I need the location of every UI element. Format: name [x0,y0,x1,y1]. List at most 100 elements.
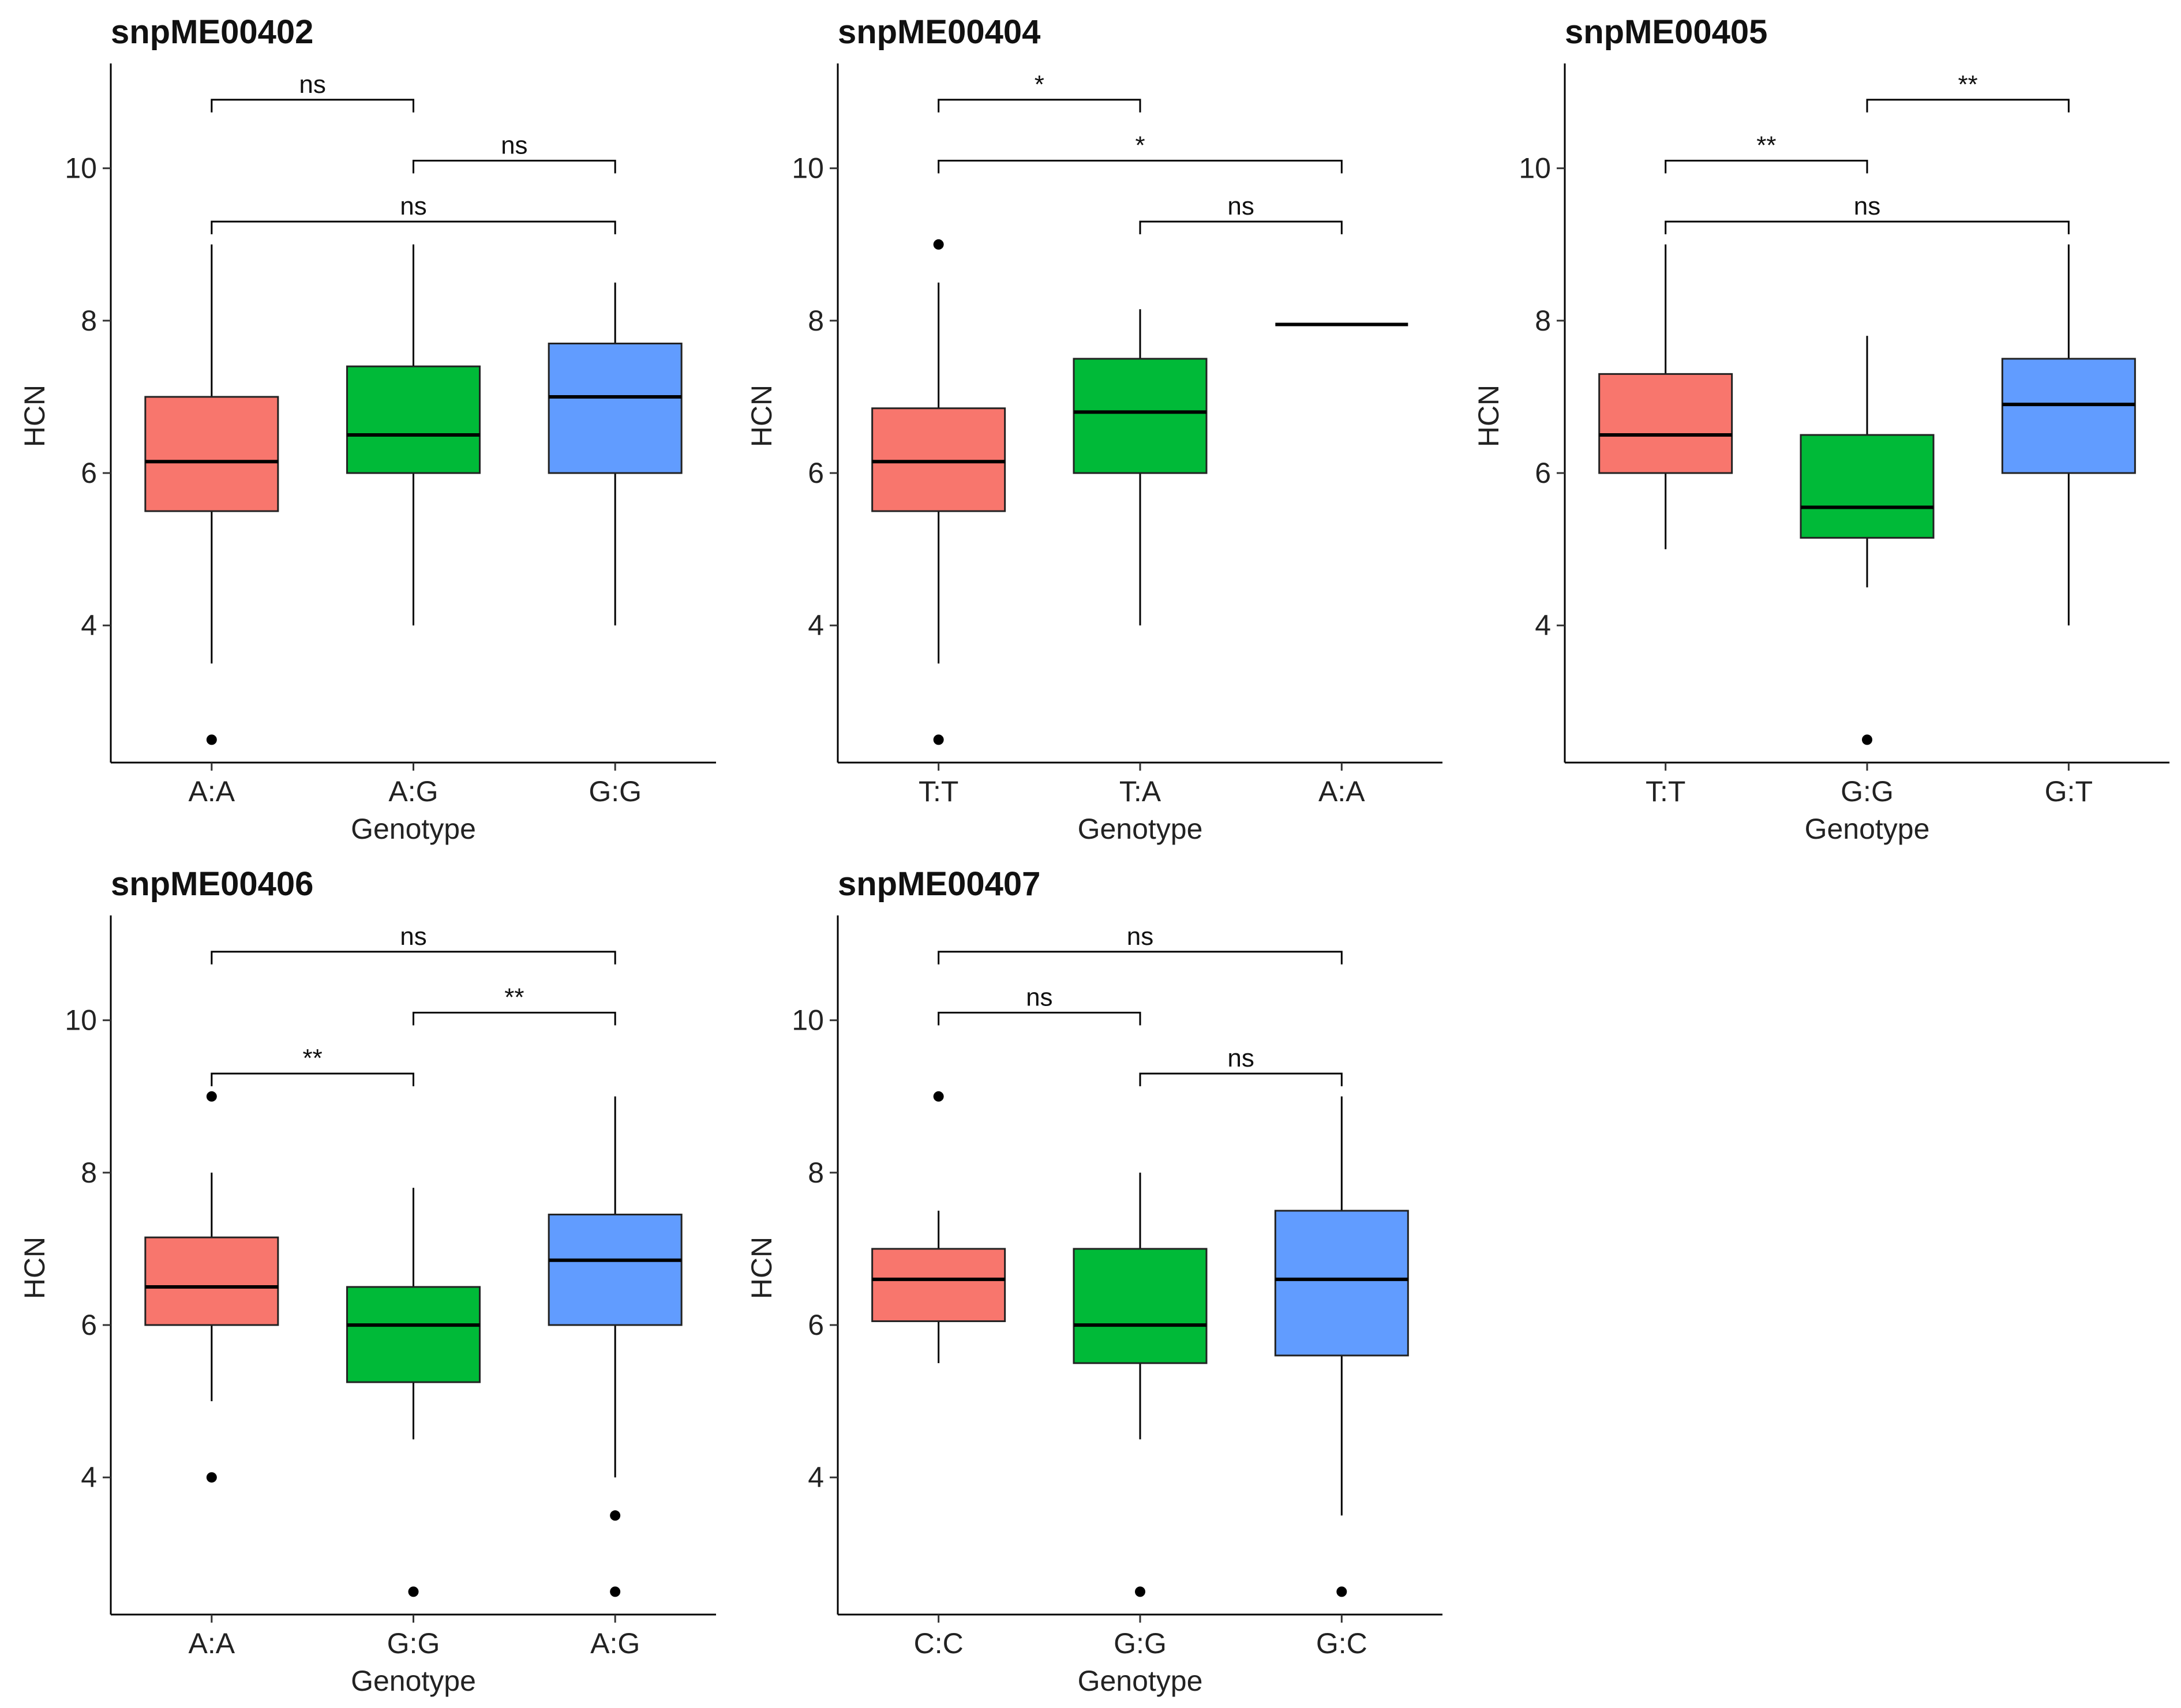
comparison-bracket: ** [1866,70,2070,112]
y-tick-label: 8 [1535,305,1551,337]
x-tick-label: C:C [914,1627,964,1660]
box-body [1598,373,1733,474]
bracket-line [211,1072,414,1087]
x-tick-label: T:A [1119,775,1161,808]
box-body [548,1214,683,1326]
comparison-bracket: ns [1139,1044,1343,1087]
y-tick-label: 8 [81,1157,97,1189]
y-tick-label: 4 [1535,609,1551,641]
y-axis-title: HCN [18,1237,51,1299]
y-axis-title: HCN [18,385,51,447]
panel-title: snpME00405 [1565,13,1767,51]
box-A:G [548,1096,683,1597]
y-tick-label: 6 [81,457,97,489]
y-tick-label: 8 [81,305,97,337]
outlier-point [933,734,944,745]
comparison-bracket: ** [1665,132,1868,174]
outlier-point [933,239,944,250]
y-tick-label: 8 [808,1157,824,1189]
panel-title: snpME00404 [838,13,1040,51]
box-body [144,1236,279,1326]
panel-3: snpME00405 4 6 8 10 HCN T:T G:G G:T Genotype ** ** n… [1472,13,2169,845]
outlier-point [610,1586,621,1597]
significance-label: ns [1227,192,1254,220]
x-axis-title: Genotype [1078,1665,1203,1697]
box-G:G [548,282,683,626]
y-tick-label: 6 [808,457,824,489]
y-tick-label: 10 [792,152,824,185]
y-tick-label: 6 [808,1309,824,1341]
x-tick-label: A:A [189,1627,235,1660]
significance-label: ns [400,922,426,951]
y-tick-label: 4 [808,1461,824,1493]
significance-label: ** [504,983,524,1012]
comparison-bracket: ns [938,983,1141,1026]
x-tick-label: A:A [189,775,235,808]
x-tick-label: G:G [387,1627,440,1660]
x-axis-title: Genotype [1805,813,1930,845]
box-G:G [1073,1172,1208,1597]
y-tick-label: 6 [81,1309,97,1341]
significance-label: ns [1854,192,1880,220]
box-body [1073,358,1208,474]
comparison-bracket: ns [938,922,1343,964]
x-tick-label: G:C [1316,1627,1367,1660]
comparison-bracket: ** [413,983,616,1026]
x-tick-label: A:G [590,1627,640,1660]
box-body [871,1248,1006,1322]
box-body [1800,434,1935,539]
significance-label: ns [1127,922,1153,951]
box-body [346,1286,481,1383]
y-tick-label: 10 [65,152,97,185]
outlier-point [1135,1586,1145,1597]
box-body [346,365,481,474]
significance-label: ** [303,1044,323,1072]
bracket-line [1139,220,1343,235]
bracket-line [938,951,1343,964]
box-A:G [346,244,481,626]
y-tick-label: 10 [1519,152,1551,185]
panel-2: snpME00404 4 6 8 10 HCN T:T T:A A:A Genotype * * ns [745,13,1442,845]
x-tick-label: A:G [388,775,438,808]
outlier-point [1336,1586,1347,1597]
y-axis-title: HCN [745,385,778,447]
comparison-bracket: * [938,132,1343,174]
bracket-line [1139,1072,1343,1087]
y-axis-title: HCN [1472,385,1505,447]
comparison-bracket: ns [211,70,414,112]
y-axis-title: HCN [745,1237,778,1299]
outlier-point [1862,734,1872,745]
box-body [871,407,1006,512]
y-tick-label: 8 [808,305,824,337]
box-body [1274,1210,1409,1357]
panel-5: snpME00407 4 6 8 10 HCN C:C G:G G:C Genotype ns ns n… [745,865,1442,1697]
x-axis-title: Genotype [1078,813,1203,845]
box-body [144,396,279,512]
comparison-bracket: ns [413,132,616,174]
x-tick-label: G:T [2045,775,2093,808]
panel-1: snpME00402 4 6 8 10 HCN A:A A:G G:G Genotype ns ns n… [18,13,716,845]
x-tick-label: T:T [919,775,958,808]
bracket-line [938,1012,1141,1026]
y-tick-label: 10 [65,1004,97,1037]
bracket-line [1665,220,2070,235]
significance-label: * [1135,132,1145,160]
bracket-line [211,951,616,964]
box-body [2001,358,2136,474]
outlier-point [206,1091,217,1102]
outlier-point [206,1472,217,1483]
bracket-line [211,220,616,235]
x-axis-title: Genotype [351,813,476,845]
significance-label: ns [1227,1044,1254,1072]
outlier-point [206,734,217,745]
x-tick-label: G:G [589,775,642,808]
comparison-bracket: ns [1139,192,1343,235]
box-G:G [346,1188,481,1597]
panel-title: snpME00406 [111,865,313,903]
bracket-line [211,99,414,112]
box-A:A [144,1091,279,1483]
comparison-bracket: ** [211,1044,414,1087]
box-A:A [144,244,279,745]
panel-title: snpME00407 [838,865,1040,903]
comparison-bracket: ns [211,922,616,964]
